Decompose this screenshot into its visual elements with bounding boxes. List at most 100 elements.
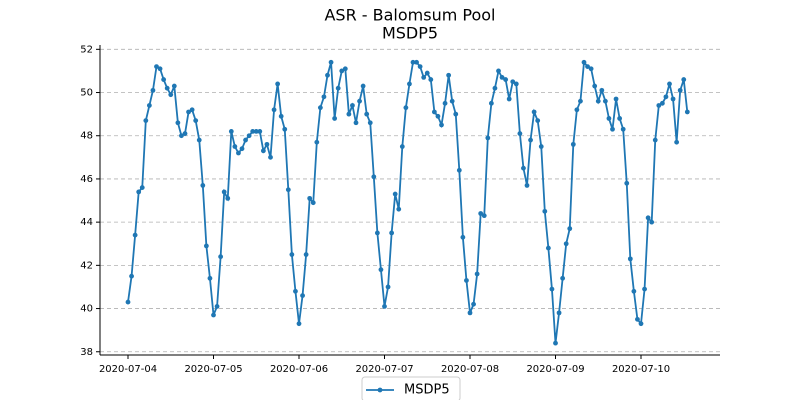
point [435,113,441,119]
point [200,183,206,188]
point [642,286,647,292]
point [521,165,526,171]
point [396,206,402,212]
point [342,66,348,72]
y-tick-label: 48 [80,131,93,142]
x-tick-label: 2020-07-07 [355,364,413,375]
point [228,129,234,134]
y-tick-label: 46 [80,174,93,185]
y-tick-label: 44 [80,217,93,228]
point [535,118,541,124]
y-tick-label: 40 [80,304,93,315]
point [542,208,548,214]
point [667,81,672,87]
point [524,183,530,188]
point [414,59,419,65]
point [549,286,555,292]
point [168,92,174,98]
point [357,98,362,104]
point [289,252,295,257]
point [300,293,305,298]
point [275,81,281,87]
point [517,131,523,136]
point [599,87,605,93]
point [232,144,238,149]
chart-subtitle: MSDP5 [382,24,438,43]
point [250,129,256,134]
point [670,96,676,102]
point [293,288,298,294]
legend-marker [377,387,383,393]
point [474,271,480,277]
point [684,109,690,115]
point [492,85,498,91]
point [193,118,199,124]
point [528,137,533,143]
point [211,312,216,318]
point [556,310,562,316]
point [164,85,170,91]
point [602,98,608,104]
point [268,154,273,160]
point [203,243,209,249]
point [346,111,352,117]
point [471,301,476,307]
point [407,81,412,87]
point [246,133,252,139]
point [545,245,551,251]
point [431,109,437,115]
legend: MSDP5 [361,376,461,400]
point [531,109,537,115]
point [136,189,142,195]
point [410,59,416,65]
point [389,230,395,236]
point [325,72,330,78]
point [610,126,615,132]
point [271,107,277,113]
point [243,137,248,143]
point [282,126,288,132]
point [513,81,519,87]
point [360,83,366,89]
point [681,77,687,82]
point [332,116,338,121]
point [478,211,484,216]
x-tick-label: 2020-07-06 [270,364,328,375]
point [253,129,259,134]
point [257,129,263,134]
point [417,64,423,70]
point [652,137,658,143]
point [196,137,202,143]
point [350,103,355,108]
point [143,118,149,124]
point [314,139,320,145]
point [663,94,669,100]
point [221,189,227,195]
point [606,116,612,121]
point [378,267,384,273]
point [585,64,590,70]
point [467,310,473,316]
point [278,113,284,119]
point [157,66,163,72]
x-tick-label: 2020-07-08 [441,364,499,375]
point [175,120,181,126]
point [563,241,569,247]
legend-label: MSDP5 [404,383,450,398]
point [189,107,195,113]
point [392,191,398,197]
point [399,144,405,149]
point [129,273,134,279]
point [214,303,220,309]
point [132,232,138,238]
point [171,83,177,89]
point [364,111,370,117]
point [578,98,583,104]
point [371,174,377,180]
point [303,252,309,257]
point [403,105,409,111]
point [179,133,184,139]
point [367,120,373,126]
point [353,120,359,126]
